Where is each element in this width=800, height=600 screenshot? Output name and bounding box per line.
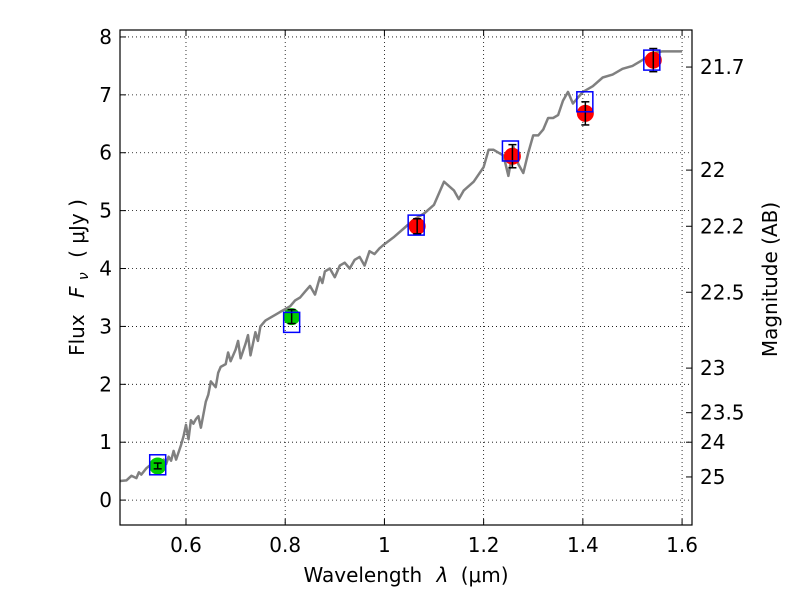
x-tick-label: 1 bbox=[378, 533, 391, 557]
y-tick-label: 4 bbox=[99, 257, 112, 281]
y-axis-label-subscript: ν bbox=[76, 272, 92, 280]
y-tick-label: 8 bbox=[99, 25, 112, 49]
axes-frame bbox=[119, 29, 693, 526]
magnitude-tick-label: 22.2 bbox=[700, 214, 745, 238]
model-flux-marker bbox=[576, 91, 594, 113]
x-axis-label-unit: (μm) bbox=[461, 563, 509, 587]
magnitude-tick-label: 21.7 bbox=[700, 55, 745, 79]
model-flux-marker bbox=[501, 140, 520, 162]
model-flux-marker bbox=[148, 454, 167, 476]
y-axis-label: Flux F ν ( μJy ) bbox=[65, 199, 93, 356]
x-axis-label-symbol: λ bbox=[436, 563, 449, 587]
y-axis-label-prefix: Flux bbox=[65, 314, 89, 356]
plot-area bbox=[119, 50, 683, 483]
y-tick-label: 2 bbox=[99, 372, 112, 396]
x-axis-label-prefix: Wavelength bbox=[303, 563, 422, 587]
y-tick-label: 5 bbox=[99, 199, 112, 223]
y-axis-label-symbol: F bbox=[65, 286, 89, 298]
magnitude-tick-label: 23 bbox=[700, 356, 725, 380]
y-tick-label: 6 bbox=[99, 141, 112, 165]
y-tick-label: 1 bbox=[99, 430, 112, 454]
model-flux-marker bbox=[282, 311, 301, 334]
grid bbox=[120, 30, 692, 525]
magnitude-tick-label: 24 bbox=[700, 430, 725, 454]
model-flux-marker bbox=[407, 214, 425, 236]
x-axis-label: Wavelength λ (μm) bbox=[303, 563, 508, 587]
x-tick-label: 0.8 bbox=[269, 533, 301, 557]
y-tick-label: 3 bbox=[99, 314, 112, 338]
axis-ticks: 0.6 0.8 1 1.2 1.4 1.601234567821.72222.222.52… bbox=[99, 25, 744, 557]
spectrum-line bbox=[119, 50, 683, 483]
x-tick-label: 0.6 bbox=[170, 533, 202, 557]
magnitude-axis-label: Magnitude (AB) bbox=[758, 202, 782, 357]
magnitude-tick-label: 22.5 bbox=[700, 280, 745, 304]
magnitude-tick-label: 22 bbox=[700, 158, 725, 182]
x-tick-label: 1.2 bbox=[468, 533, 500, 557]
magnitude-tick-label: 23.5 bbox=[700, 401, 745, 425]
magnitude-tick-label: 25 bbox=[700, 465, 725, 489]
data-markers bbox=[148, 47, 662, 476]
y-tick-label: 7 bbox=[99, 83, 112, 107]
y-axis-label-unit: ( μJy ) bbox=[65, 199, 89, 258]
x-tick-label: 1.6 bbox=[666, 533, 698, 557]
model-flux-marker bbox=[643, 49, 661, 71]
y-tick-label: 0 bbox=[99, 488, 112, 512]
x-tick-label: 1.4 bbox=[567, 533, 599, 557]
